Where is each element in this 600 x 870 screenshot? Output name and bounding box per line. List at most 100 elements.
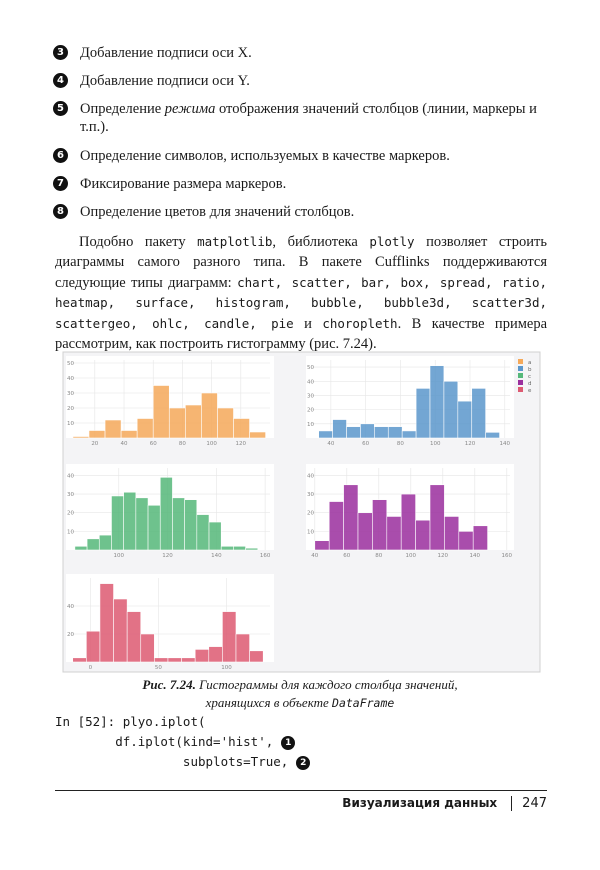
y-tick-label: 20 (67, 511, 74, 517)
bar (123, 491, 137, 551)
bar (126, 611, 142, 663)
bar (471, 388, 486, 439)
bar (194, 649, 210, 663)
y-tick-label: 30 (307, 492, 314, 498)
x-tick-label: 100 (221, 665, 232, 671)
bar (104, 419, 122, 439)
bar (429, 365, 445, 439)
x-tick-label: 60 (150, 441, 157, 447)
bar (74, 545, 88, 551)
x-tick-label: 140 (500, 441, 511, 447)
list-item: 5 Определение режима отображения значений… (53, 100, 550, 136)
text-run: Гистограммы для каждого столбца значений… (195, 677, 458, 692)
text-run: , библиотека (272, 234, 370, 250)
legend-swatch (518, 373, 523, 378)
y-tick-label: 40 (67, 376, 74, 382)
bar (135, 497, 149, 551)
y-tick-label: 40 (67, 604, 74, 610)
bar (120, 430, 138, 439)
y-tick-label: 40 (67, 473, 74, 479)
bar (201, 392, 218, 439)
list-item: 4 Добавление подписи оси Y. (53, 72, 550, 90)
item-number: 8 (53, 204, 68, 219)
bar (400, 493, 416, 551)
caption-line: хранящихся в объекте DataFrame (0, 695, 600, 711)
text-run: отображения значений столбцов (линии, ма… (80, 101, 537, 135)
bar (154, 657, 169, 663)
bar (235, 633, 250, 663)
y-tick-label: 40 (307, 379, 314, 385)
item-number: 6 (53, 148, 68, 163)
y-tick-label: 10 (307, 529, 314, 535)
bar (184, 499, 198, 551)
bar (332, 419, 347, 439)
bar (360, 423, 375, 439)
bar (318, 430, 333, 439)
bar (222, 611, 237, 663)
legend-swatch (518, 359, 523, 364)
bar (374, 426, 389, 439)
y-tick-label: 10 (67, 529, 74, 535)
x-tick-label: 120 (236, 441, 247, 447)
bar (72, 657, 87, 663)
paragraph: Подобно пакету matplotlib, библиотека pl… (55, 232, 547, 355)
y-tick-label: 20 (307, 511, 314, 517)
bar (208, 521, 222, 551)
text-run: chart, scatter, bar, box, spread, ratio,… (55, 274, 548, 332)
legend-swatch (518, 387, 523, 392)
x-tick-label: 120 (465, 441, 476, 447)
list-item: 6 Определение символов, используемых в ка… (53, 147, 550, 165)
y-tick-label: 10 (307, 422, 314, 428)
x-tick-label: 80 (375, 553, 382, 559)
bar (220, 545, 234, 551)
y-tick-label: 30 (67, 391, 74, 397)
x-tick-label: 80 (179, 441, 186, 447)
list-item: 7 Фиксирование размера маркеров. (53, 175, 550, 193)
bar (386, 516, 402, 551)
legend-label: a (528, 360, 531, 366)
bar (111, 495, 124, 551)
item-number: 5 (53, 101, 68, 116)
x-tick-label: 160 (502, 553, 513, 559)
bar (98, 534, 112, 551)
code-marker: 2 (296, 756, 311, 770)
bar (159, 477, 173, 551)
text-run: Определение символов, используемых в кач… (80, 148, 450, 164)
x-tick-label: 100 (406, 553, 417, 559)
x-tick-label: 160 (260, 553, 271, 559)
bar (343, 484, 359, 551)
bar (328, 501, 344, 551)
item-number: 7 (53, 176, 68, 191)
bar (443, 380, 459, 439)
code-line: subplots=True, 2 (55, 754, 311, 770)
bar (415, 388, 431, 439)
item-number: 3 (53, 45, 68, 60)
text-run: Добавление подписи оси X. (80, 45, 252, 61)
list-item: 8 Определение цветов для значений столбцо… (53, 203, 550, 221)
bar (167, 657, 182, 663)
text-run: plotly (369, 234, 415, 249)
code-text: df.iplot(kind='hist', (55, 734, 274, 749)
x-tick-label: 120 (438, 553, 449, 559)
bar (357, 512, 373, 551)
legend-swatch (518, 380, 523, 385)
legend-label: e (528, 388, 532, 394)
text-run: Определение (80, 101, 165, 117)
bar (314, 540, 330, 551)
y-tick-label: 30 (67, 492, 74, 498)
bar (346, 426, 361, 439)
text-run: режима (164, 101, 216, 117)
text-run: DataFrame (332, 696, 395, 710)
x-tick-label: 140 (211, 553, 222, 559)
bar (147, 504, 161, 551)
bar (472, 525, 488, 551)
text-run: matplotlib (197, 234, 273, 249)
text-run: Рис. 7.24. (142, 677, 196, 692)
bar (217, 407, 234, 439)
text-run: . В качестве примера рассмотрим, как пос… (55, 316, 548, 352)
x-tick-label: 120 (162, 553, 173, 559)
bar (185, 404, 202, 439)
bar (233, 545, 246, 551)
